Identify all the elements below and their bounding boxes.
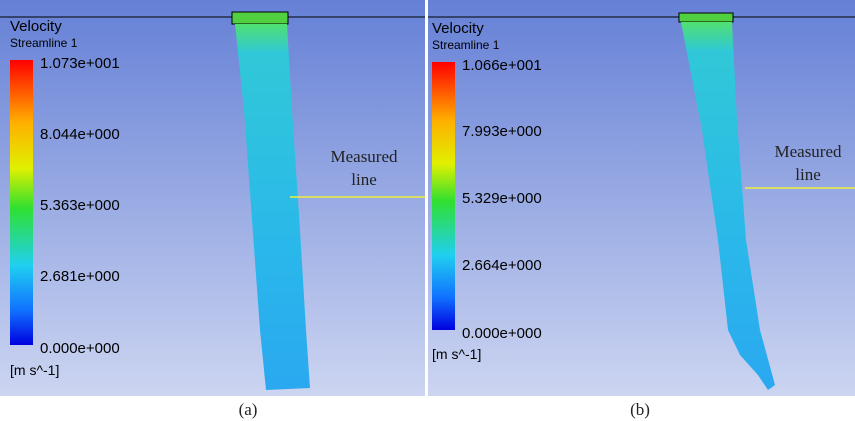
tick-label: 0.000e+000 <box>40 340 120 357</box>
annotation: line <box>795 165 821 184</box>
legend-subtitle: Streamline 1 <box>432 38 500 52</box>
annotation: Measured <box>330 147 398 166</box>
legend-subtitle: Streamline 1 <box>10 36 78 50</box>
tick-label: 5.363e+000 <box>40 197 120 214</box>
jet <box>235 24 310 390</box>
inlet <box>678 12 734 23</box>
tick-label: 0.000e+000 <box>462 325 542 342</box>
legend-title: Velocity <box>432 20 484 37</box>
annotation: line <box>351 170 377 189</box>
inlet <box>231 11 289 25</box>
panel-a: Velocity Streamline 1 1.073e+001 8.044e+… <box>0 0 425 419</box>
background <box>428 0 855 396</box>
unit: [m s^-1] <box>432 346 481 362</box>
unit: [m s^-1] <box>10 362 59 378</box>
caption: (a) <box>239 400 258 419</box>
annotation: Measured <box>774 142 842 161</box>
tick-label: 2.664e+000 <box>462 257 542 274</box>
legend-title: Velocity <box>10 18 62 35</box>
tick-label: 8.044e+000 <box>40 126 120 143</box>
tick-label: 7.993e+000 <box>462 123 542 140</box>
tick-label: 5.329e+000 <box>462 190 542 207</box>
tick-label: 1.073e+001 <box>40 55 120 72</box>
colorbar <box>432 62 455 330</box>
colorbar <box>10 60 33 345</box>
tick-label: 1.066e+001 <box>462 57 542 74</box>
tick-label: 2.681e+000 <box>40 268 120 285</box>
caption: (b) <box>630 400 650 419</box>
panel-b: Velocity Streamline 1 1.066e+001 7.993e+… <box>428 0 855 419</box>
jet <box>681 22 775 390</box>
background <box>0 0 425 396</box>
